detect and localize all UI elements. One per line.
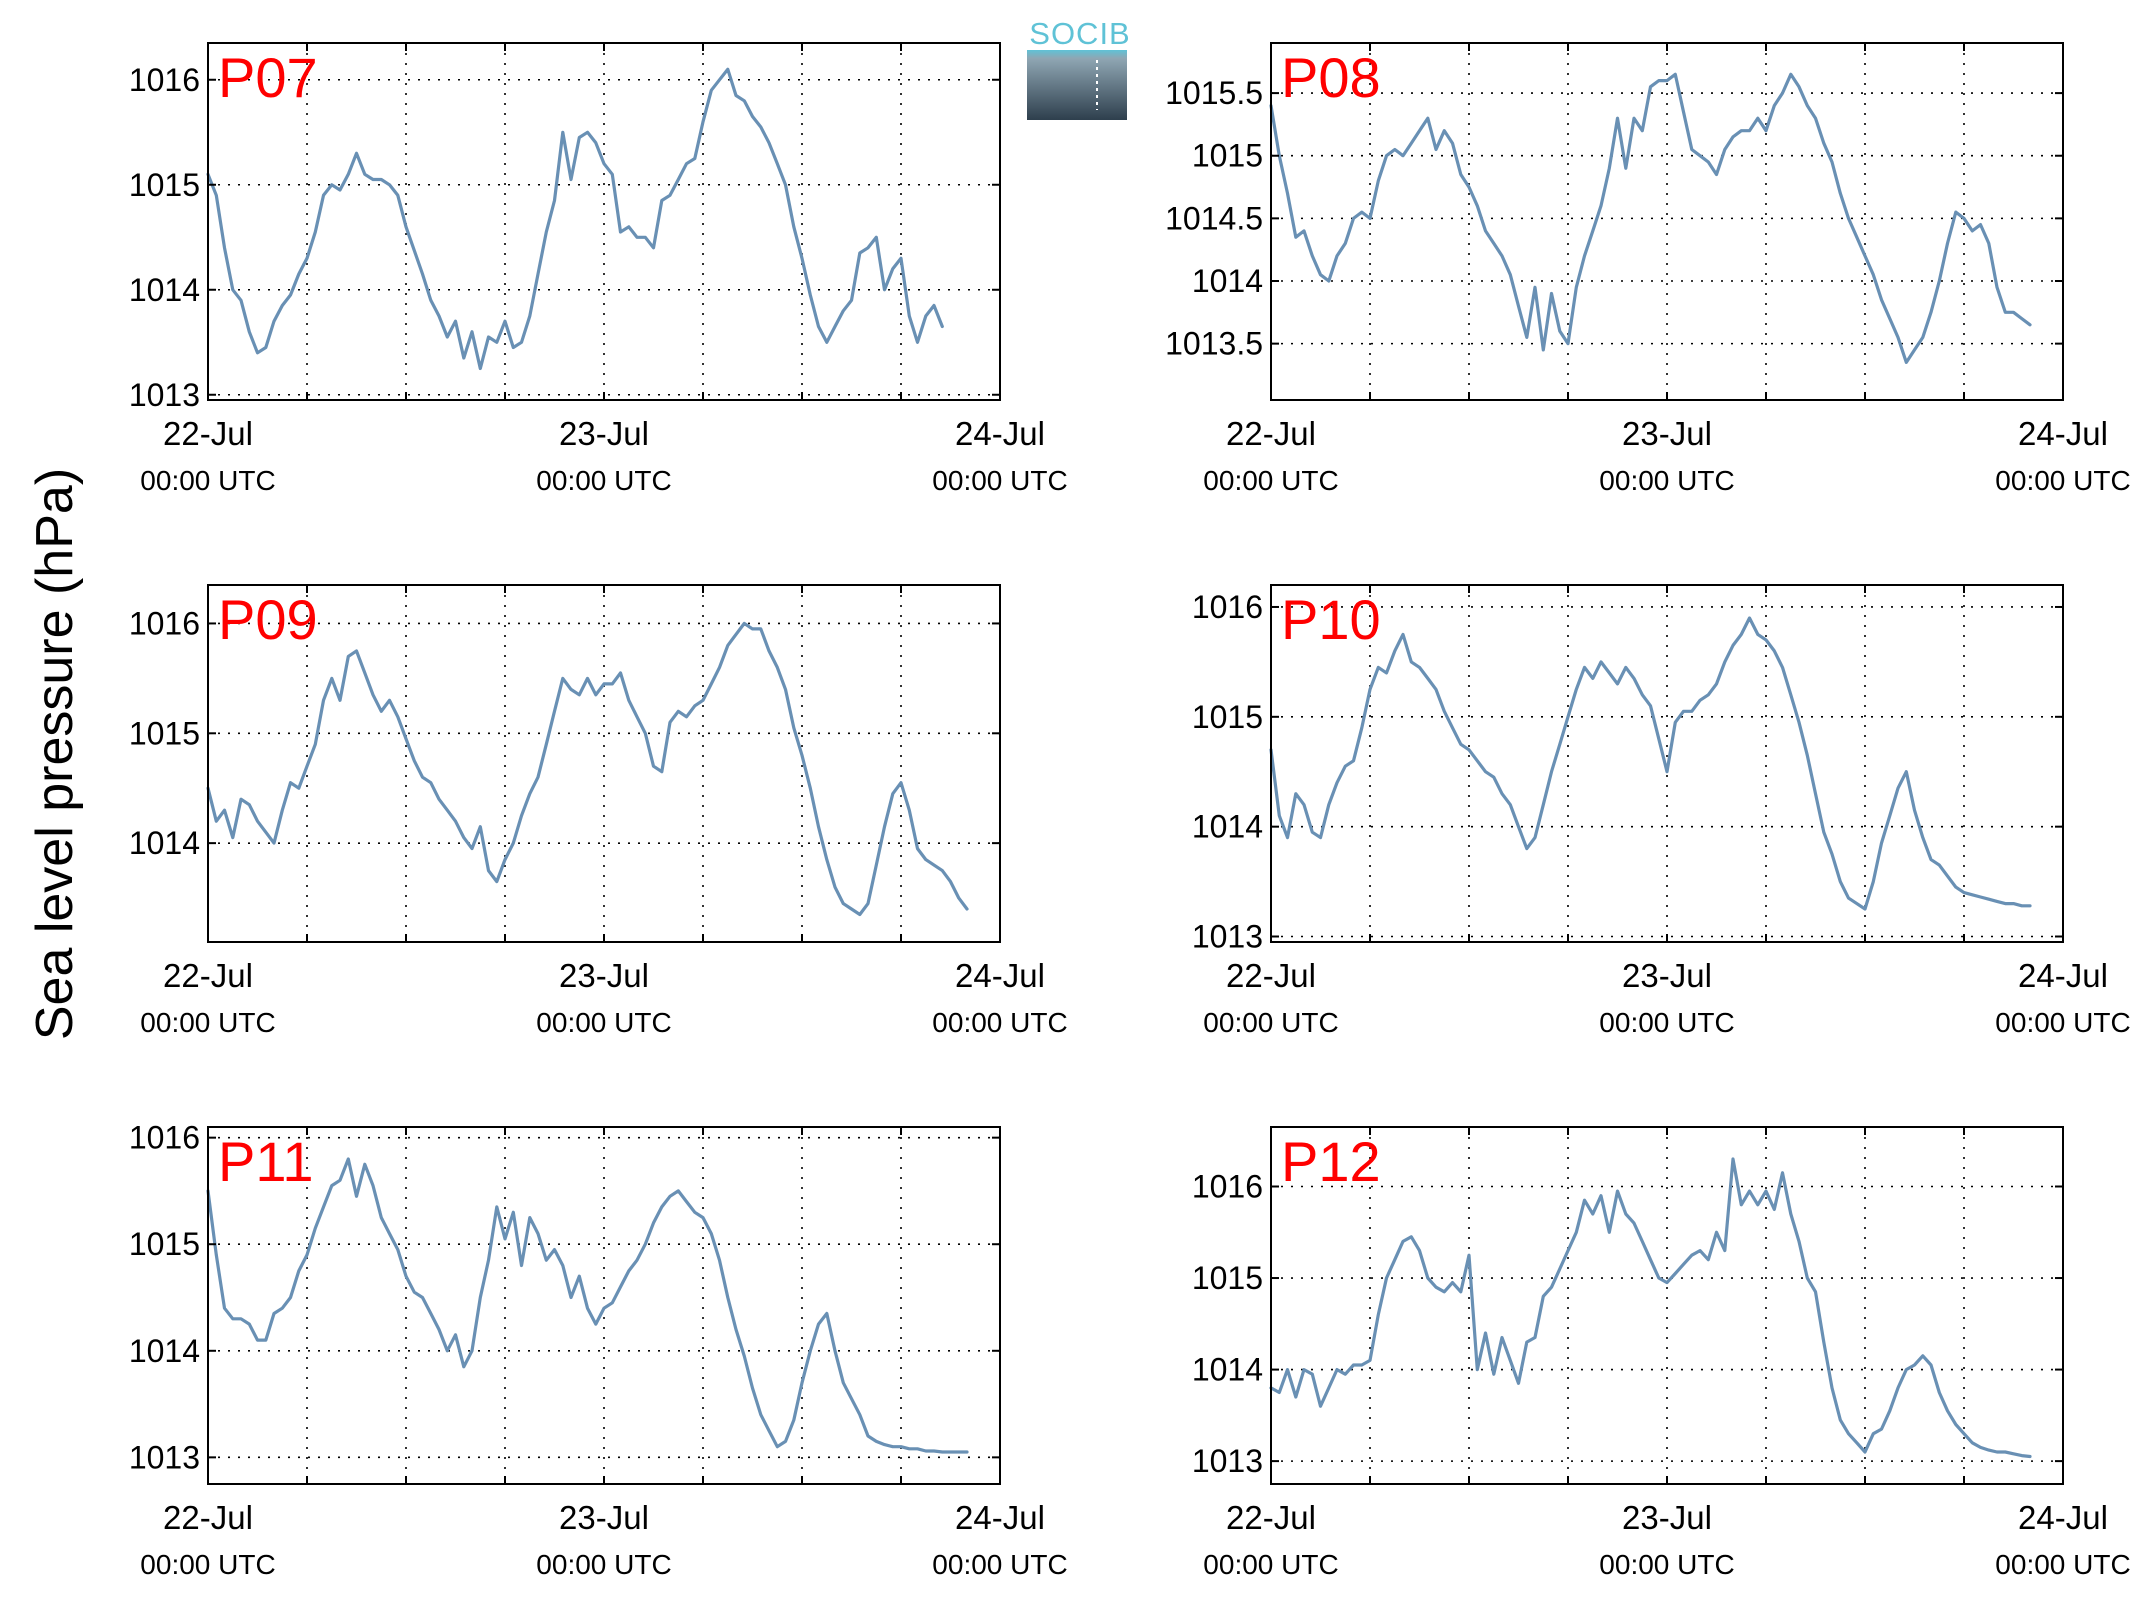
x-tick-date-label: 22-Jul xyxy=(163,1499,253,1536)
panel-label: P08 xyxy=(1281,46,1381,109)
y-tick-label: 1014 xyxy=(129,825,200,861)
x-tick-time-label: 00:00 UTC xyxy=(1599,465,1734,496)
y-tick-label: 1015 xyxy=(1192,1260,1263,1296)
y-tick-label: 1014 xyxy=(1192,1352,1263,1388)
logo-mark xyxy=(1027,50,1127,120)
y-tick-label: 1015 xyxy=(1192,138,1263,174)
y-tick-label: 1016 xyxy=(1192,1169,1263,1205)
x-tick-time-label: 00:00 UTC xyxy=(140,1549,275,1580)
x-tick-date-label: 24-Jul xyxy=(955,415,1045,452)
x-tick-time-label: 00:00 UTC xyxy=(536,1007,671,1038)
series-line-p11 xyxy=(206,1157,969,1454)
series-line-p12 xyxy=(1269,1157,2032,1459)
logo-text: SOCIB xyxy=(1029,16,1130,51)
series-line-p07 xyxy=(206,67,944,371)
x-tick-time-label: 00:00 UTC xyxy=(536,465,671,496)
plot-frame xyxy=(207,42,1001,401)
x-tick-date-label: 24-Jul xyxy=(2018,415,2108,452)
x-tick-date-label: 24-Jul xyxy=(955,957,1045,994)
y-tick-label: 1013 xyxy=(129,1439,200,1475)
series-line-p09 xyxy=(206,621,969,917)
x-tick-time-label: 00:00 UTC xyxy=(1203,1549,1338,1580)
y-tick-label: 1013.5 xyxy=(1165,326,1263,362)
panel-label: P12 xyxy=(1281,1130,1381,1193)
socib-logo: SOCIB xyxy=(1027,16,1130,120)
y-tick-label: 1015 xyxy=(129,1226,200,1262)
panel-label: P11 xyxy=(218,1130,313,1193)
plot-frame xyxy=(207,1126,1001,1485)
y-tick-label: 1013 xyxy=(129,377,200,413)
series-line-p08 xyxy=(1269,72,2032,364)
x-tick-date-label: 24-Jul xyxy=(2018,1499,2108,1536)
x-tick-date-label: 22-Jul xyxy=(1226,1499,1316,1536)
series-line-p10 xyxy=(1269,616,2032,911)
x-tick-time-label: 00:00 UTC xyxy=(140,465,275,496)
x-tick-date-label: 24-Jul xyxy=(955,1499,1045,1536)
y-tick-label: 1016 xyxy=(129,62,200,98)
panel-p10: 1013 1014 1015 1016 22-Jul 00:00 UTC 23-Jul 00:… xyxy=(1192,584,2131,1038)
y-axis-label: Sea level pressure (hPa) xyxy=(26,468,84,1040)
y-tick-label: 1014 xyxy=(129,1333,200,1369)
x-tick-time-label: 00:00 UTC xyxy=(1203,1007,1338,1038)
x-tick-date-label: 22-Jul xyxy=(1226,957,1316,994)
y-tick-label: 1015 xyxy=(129,715,200,751)
y-tick-label: 1013 xyxy=(1192,1443,1263,1479)
plot-frame xyxy=(1270,1126,2064,1485)
x-tick-time-label: 00:00 UTC xyxy=(932,1007,1067,1038)
y-tick-label: 1014 xyxy=(1192,809,1263,845)
x-tick-date-label: 23-Jul xyxy=(1622,1499,1712,1536)
x-tick-time-label: 00:00 UTC xyxy=(140,1007,275,1038)
x-tick-date-label: 23-Jul xyxy=(559,957,649,994)
y-tick-label: 1014 xyxy=(129,272,200,308)
x-tick-date-label: 23-Jul xyxy=(559,1499,649,1536)
plot-frame xyxy=(207,584,1001,943)
panel-p08: 1013.5 1014 1014.5 1015 1015.5 22-Jul 00:00 UT… xyxy=(1165,42,2131,496)
panels: 1013 1014 1015 1016 22-Jul 00:00 UTC 23-Jul 00:… xyxy=(129,42,2131,1580)
y-tick-label: 1015 xyxy=(1192,699,1263,735)
panel-label: P07 xyxy=(218,46,318,109)
y-tick-label: 1013 xyxy=(1192,919,1263,955)
panel-p11: 1013 1014 1015 1016 22-Jul 00:00 UTC 23-Jul 00:… xyxy=(129,1120,1068,1580)
x-tick-date-label: 22-Jul xyxy=(163,957,253,994)
y-tick-label: 1016 xyxy=(129,1120,200,1156)
x-tick-time-label: 00:00 UTC xyxy=(932,465,1067,496)
x-tick-date-label: 24-Jul xyxy=(2018,957,2108,994)
x-tick-time-label: 00:00 UTC xyxy=(536,1549,671,1580)
y-tick-label: 1014.5 xyxy=(1165,200,1263,236)
y-tick-label: 1015 xyxy=(129,167,200,203)
y-tick-label: 1014 xyxy=(1192,263,1263,299)
x-tick-date-label: 23-Jul xyxy=(1622,415,1712,452)
x-tick-date-label: 23-Jul xyxy=(1622,957,1712,994)
panel-label: P09 xyxy=(218,588,318,651)
panel-p12: 1013 1014 1015 1016 22-Jul 00:00 UTC 23-Jul 00:… xyxy=(1192,1126,2131,1580)
x-tick-time-label: 00:00 UTC xyxy=(1599,1007,1734,1038)
x-tick-date-label: 22-Jul xyxy=(163,415,253,452)
panel-p07: 1013 1014 1015 1016 22-Jul 00:00 UTC 23-Jul 00:… xyxy=(129,42,1068,496)
x-tick-time-label: 00:00 UTC xyxy=(1995,1007,2130,1038)
x-tick-time-label: 00:00 UTC xyxy=(1203,465,1338,496)
y-tick-label: 1016 xyxy=(129,605,200,641)
x-tick-time-label: 00:00 UTC xyxy=(932,1549,1067,1580)
y-tick-label: 1016 xyxy=(1192,589,1263,625)
x-tick-time-label: 00:00 UTC xyxy=(1995,1549,2130,1580)
plot-frame xyxy=(1270,42,2064,401)
x-tick-time-label: 00:00 UTC xyxy=(1995,465,2130,496)
y-tick-label: 1015.5 xyxy=(1165,75,1263,111)
x-tick-time-label: 00:00 UTC xyxy=(1599,1549,1734,1580)
panel-label: P10 xyxy=(1281,588,1381,651)
x-tick-date-label: 22-Jul xyxy=(1226,415,1316,452)
panel-p09: 1014 1015 1016 22-Jul 00:00 UTC 23-Jul 00:00 U… xyxy=(129,584,1068,1038)
x-tick-date-label: 23-Jul xyxy=(559,415,649,452)
